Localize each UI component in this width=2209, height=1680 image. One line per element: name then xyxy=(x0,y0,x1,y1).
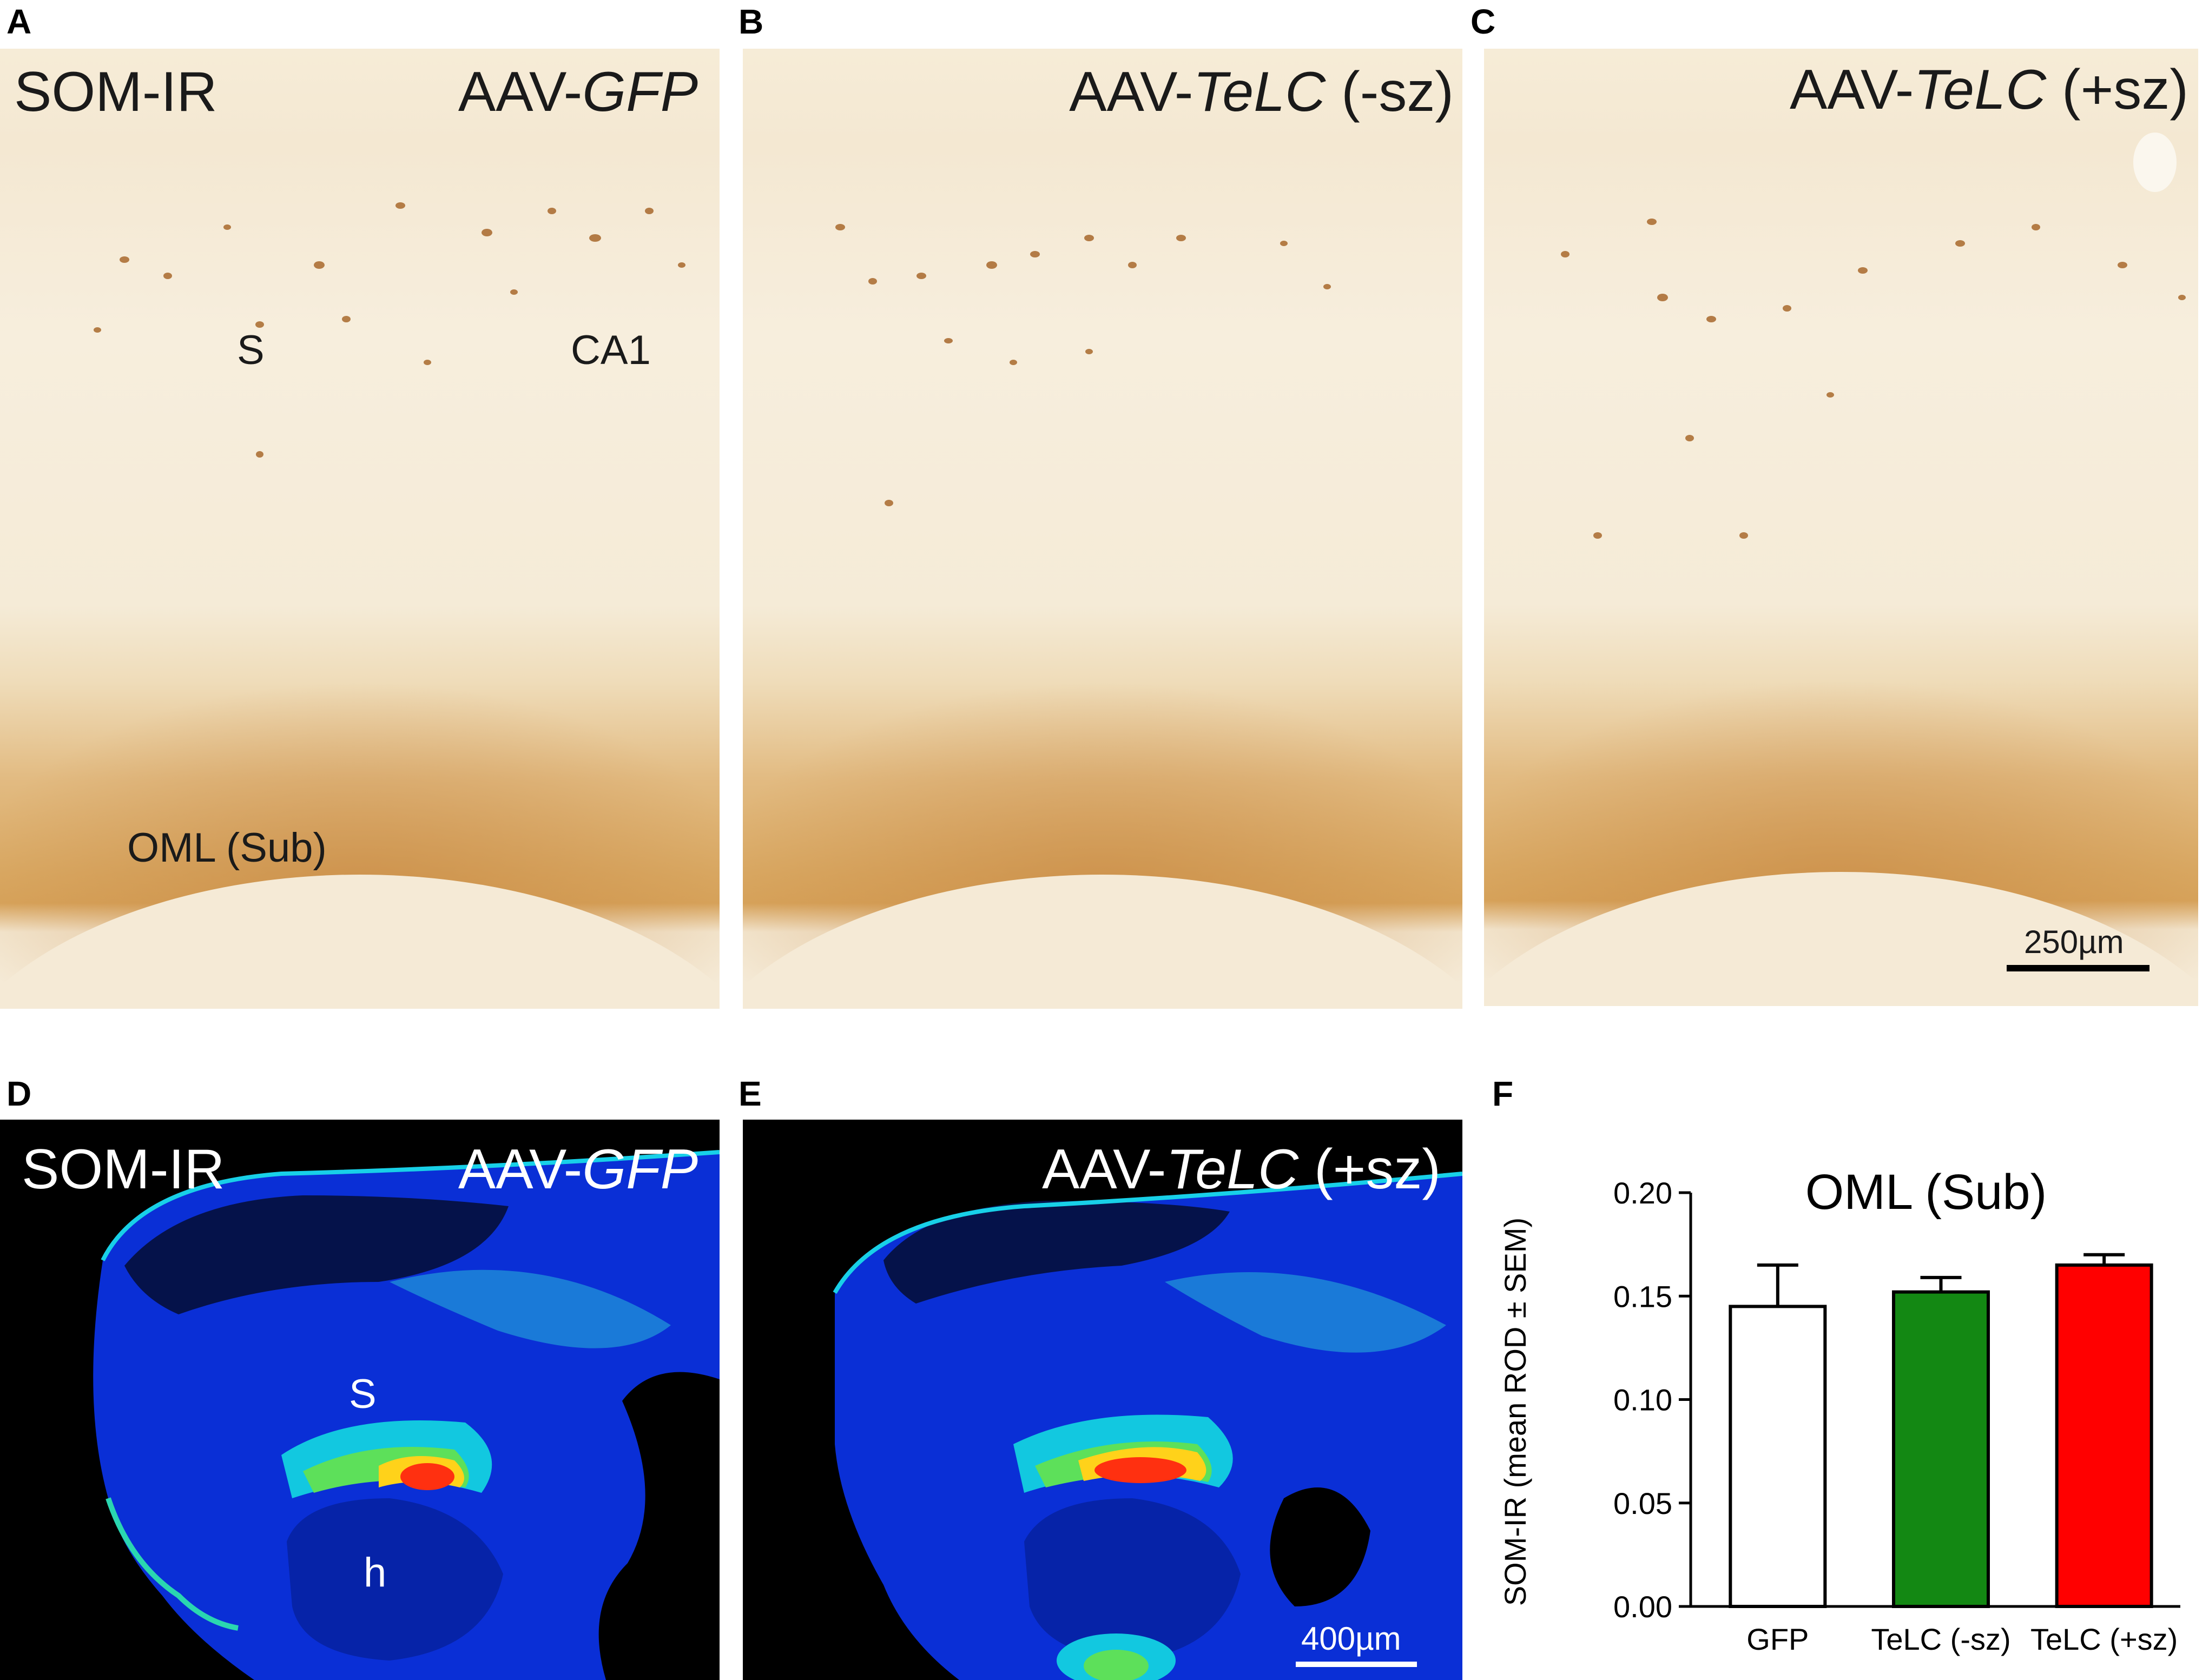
y-tick-label: 0.20 xyxy=(1613,1176,1672,1210)
bar xyxy=(1892,1290,1990,1609)
bar-chart-f: 0.00 0.05 0.10 0.15 0.20 GFP TeLC (-sz) TeLC (+… xyxy=(1498,1165,2180,1656)
condition-label-a: AAV-GFP xyxy=(458,61,698,123)
panel-label-a: A xyxy=(6,2,32,41)
condition-label-b: AAV-TeLC (-sz) xyxy=(1069,61,1454,123)
region-label-s: S xyxy=(237,327,265,373)
som-cells-a xyxy=(94,202,685,458)
region-label-oml: OML (Sub) xyxy=(127,825,327,871)
x-tick-label: TeLC (+sz) xyxy=(2030,1622,2178,1656)
y-tick-label: 0.05 xyxy=(1613,1486,1672,1520)
som-cells-c xyxy=(1561,133,2186,539)
micrograph-b: AAV-TeLC (-sz) xyxy=(743,49,1462,1009)
y-tick-label: 0.15 xyxy=(1613,1279,1672,1313)
region-label-h: h xyxy=(364,1550,387,1596)
panel-label-e: E xyxy=(738,1074,762,1113)
heatmap-d: SOM-IR AAV-GFP S h xyxy=(0,1120,720,1680)
x-tick-label: TeLC (-sz) xyxy=(1871,1622,2010,1656)
chart-title: OML (Sub) xyxy=(1805,1165,2047,1220)
scale-bar-line-c xyxy=(2007,965,2149,971)
bar xyxy=(1729,1305,1827,1608)
y-tick-label: 0.10 xyxy=(1613,1383,1672,1417)
condition-label-d: AAV-GFP xyxy=(458,1138,698,1201)
brain-section-d xyxy=(93,1150,720,1680)
region-label-ca1: CA1 xyxy=(571,327,651,373)
condition-label-c: AAV-TeLC (+sz) xyxy=(1790,58,2188,121)
region-label-s-d: S xyxy=(349,1371,377,1417)
panel-label-c: C xyxy=(1471,2,1496,41)
brain-section-e xyxy=(833,1172,1462,1680)
panel-label-b: B xyxy=(738,2,764,41)
micrograph-c: AAV-TeLC (+sz) 250µm xyxy=(1484,49,2198,1006)
chart-plot-area: 0.00 0.05 0.10 0.15 0.20 GFP TeLC (-sz) TeLC (+… xyxy=(1498,1165,2180,1656)
bar xyxy=(2055,1263,2153,1608)
micrograph-a: SOM-IR AAV-GFP S CA1 OML (Sub) xyxy=(0,49,720,1009)
scale-bar-label-e: 400µm xyxy=(1301,1621,1401,1657)
panel-label-f: F xyxy=(1492,1074,1514,1113)
condition-label-e: AAV-TeLC (+sz) xyxy=(1042,1138,1441,1201)
stain-label-a: SOM-IR xyxy=(14,61,217,123)
y-tick-label: 0.00 xyxy=(1613,1590,1672,1624)
som-cells-b xyxy=(835,224,1331,506)
y-axis-label: SOM-IR (mean ROD ± SEM) xyxy=(1498,1218,1532,1606)
x-tick-label: GFP xyxy=(1746,1622,1809,1656)
scale-bar-line-e xyxy=(1296,1662,1417,1667)
heatmap-e: AAV-TeLC (+sz) 400µm xyxy=(743,1120,1462,1680)
scale-bar-label-c: 250µm xyxy=(2024,924,2124,960)
stain-label-d: SOM-IR xyxy=(22,1138,225,1201)
panel-label-d: D xyxy=(6,1074,32,1113)
